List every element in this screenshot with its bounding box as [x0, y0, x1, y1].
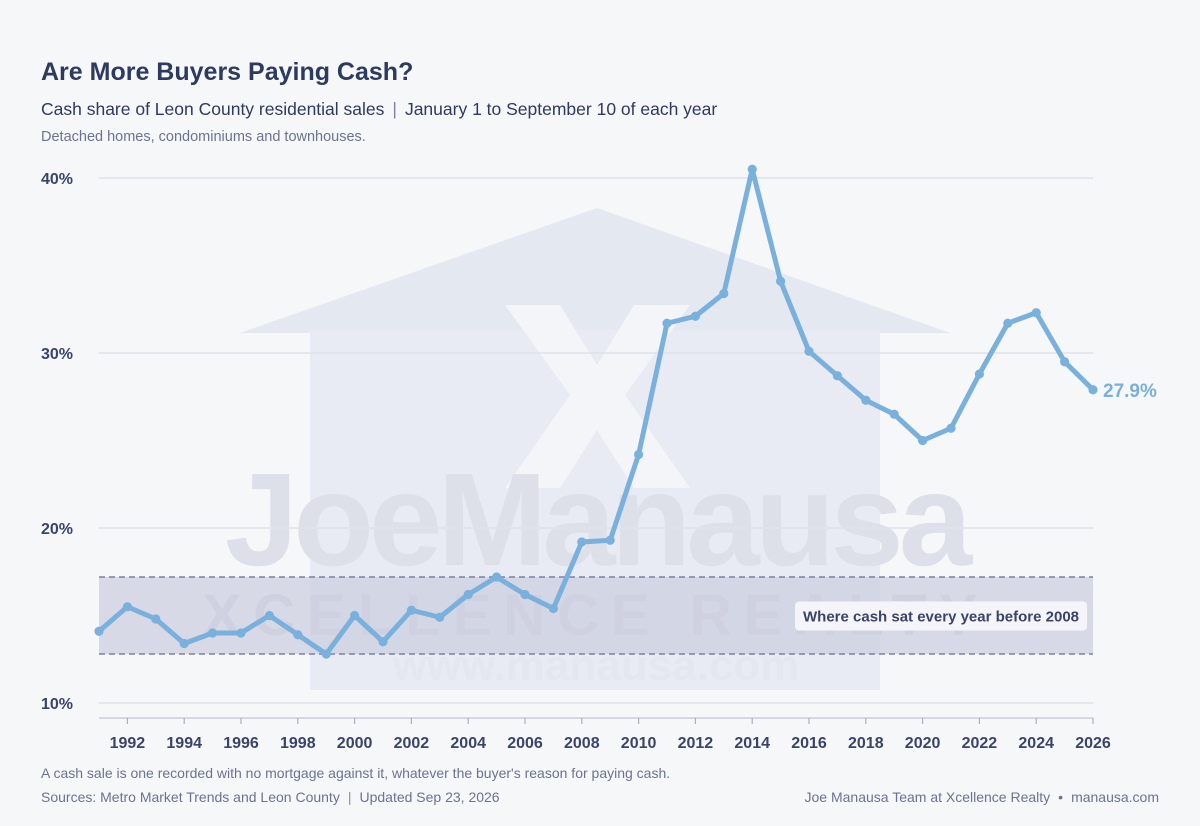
data-point-2026 [1088, 385, 1098, 395]
credit-text: Joe Manausa Team at Xcellence Realty [804, 789, 1051, 805]
end-value-label: 27.9% [1103, 381, 1157, 402]
data-point-2011 [662, 318, 672, 328]
band-label-box [795, 601, 1087, 631]
chart-note: Detached homes, condominiums and townhou… [41, 129, 366, 145]
data-point-2021 [946, 423, 956, 433]
data-point-2010 [634, 449, 644, 460]
data-point-1999 [321, 649, 331, 659]
sources-separator: | [347, 789, 352, 805]
x-tick-label: 2024 [1018, 735, 1054, 752]
data-point-2024 [1031, 308, 1041, 318]
cash-sale-definition: A cash sale is one recorded with no mort… [41, 765, 671, 781]
x-tick-label: 1994 [166, 735, 202, 752]
x-tick-label: 1996 [223, 735, 259, 752]
data-point-2018 [861, 395, 871, 405]
data-point-2015 [776, 276, 786, 286]
data-point-2019 [889, 409, 899, 419]
data-point-2023 [1003, 318, 1013, 328]
sources-line: Sources: Metro Market Trends and Leon Co… [41, 789, 500, 805]
x-tick-label: 2002 [394, 735, 430, 752]
band-label: Where cash sat every year before 2008 [803, 609, 1079, 626]
x-tick-label: 1992 [110, 735, 146, 752]
data-point-2000 [350, 610, 360, 621]
cash-share-line [96, 166, 1096, 657]
data-point-1998 [293, 630, 303, 640]
data-point-2001 [378, 637, 388, 647]
sources-text: Sources: Metro Market Trends and Leon Co… [41, 789, 340, 805]
data-point-1996 [236, 628, 246, 638]
x-tick-label: 2004 [450, 735, 486, 752]
data-point-2009 [605, 535, 615, 545]
data-point-2002 [406, 605, 416, 615]
data-point-2016 [804, 346, 814, 356]
data-point-1992 [122, 602, 132, 612]
x-tick-label: 2008 [564, 735, 600, 752]
x-tick-label: 2014 [734, 735, 770, 752]
data-point-2008 [577, 537, 587, 547]
data-point-2013 [719, 288, 729, 299]
y-tick-label: 40% [41, 171, 73, 188]
x-tick-label: 2026 [1075, 735, 1111, 752]
subtitle-separator: | [392, 99, 397, 119]
credit-line: Joe Manausa Team at Xcellence Realty • man… [805, 789, 1160, 805]
x-tick-label: 2016 [791, 735, 827, 752]
updated-date: Updated Sep 23, 2026 [359, 789, 500, 805]
data-point-2004 [463, 589, 473, 600]
data-point-2017 [832, 371, 843, 381]
data-point-1994 [179, 638, 189, 649]
x-tick-label: 1998 [280, 735, 316, 752]
y-tick-label: 20% [41, 521, 73, 538]
x-tick-label: 2000 [337, 735, 373, 752]
data-point-1991 [94, 626, 104, 636]
data-point-2020 [918, 435, 928, 446]
watermark-roof [240, 208, 950, 333]
x-tick-label: 2022 [962, 735, 998, 752]
y-tick-label: 30% [41, 346, 73, 363]
credit-separator: • [1058, 789, 1064, 805]
data-point-1995 [208, 628, 218, 638]
watermark-name: JoeManausa [225, 446, 974, 593]
subtitle-range: January 1 to September 10 of each year [404, 99, 718, 119]
x-tick-label: 2010 [621, 735, 657, 752]
y-tick-label: 10% [41, 696, 73, 713]
data-point-2006 [520, 589, 530, 600]
data-point-2022 [974, 369, 985, 379]
data-point-2014 [747, 164, 757, 174]
data-point-2012 [690, 311, 701, 321]
data-point-2025 [1060, 357, 1070, 367]
chart-subtitle: Cash share of Leon County residential sa… [41, 99, 717, 120]
data-point-1997 [264, 610, 274, 621]
data-point-1993 [151, 614, 161, 624]
x-tick-label: 2012 [678, 735, 714, 752]
data-point-2005 [492, 572, 502, 582]
data-point-2003 [435, 612, 445, 622]
x-tick-label: 2020 [905, 735, 941, 752]
subtitle-main: Cash share of Leon County residential sa… [41, 99, 385, 119]
x-tick-label: 2018 [848, 735, 884, 752]
data-point-2007 [548, 603, 559, 614]
x-tick-label: 2006 [507, 735, 543, 752]
site-text: manausa.com [1071, 789, 1159, 805]
chart-title: Are More Buyers Paying Cash? [41, 58, 414, 86]
